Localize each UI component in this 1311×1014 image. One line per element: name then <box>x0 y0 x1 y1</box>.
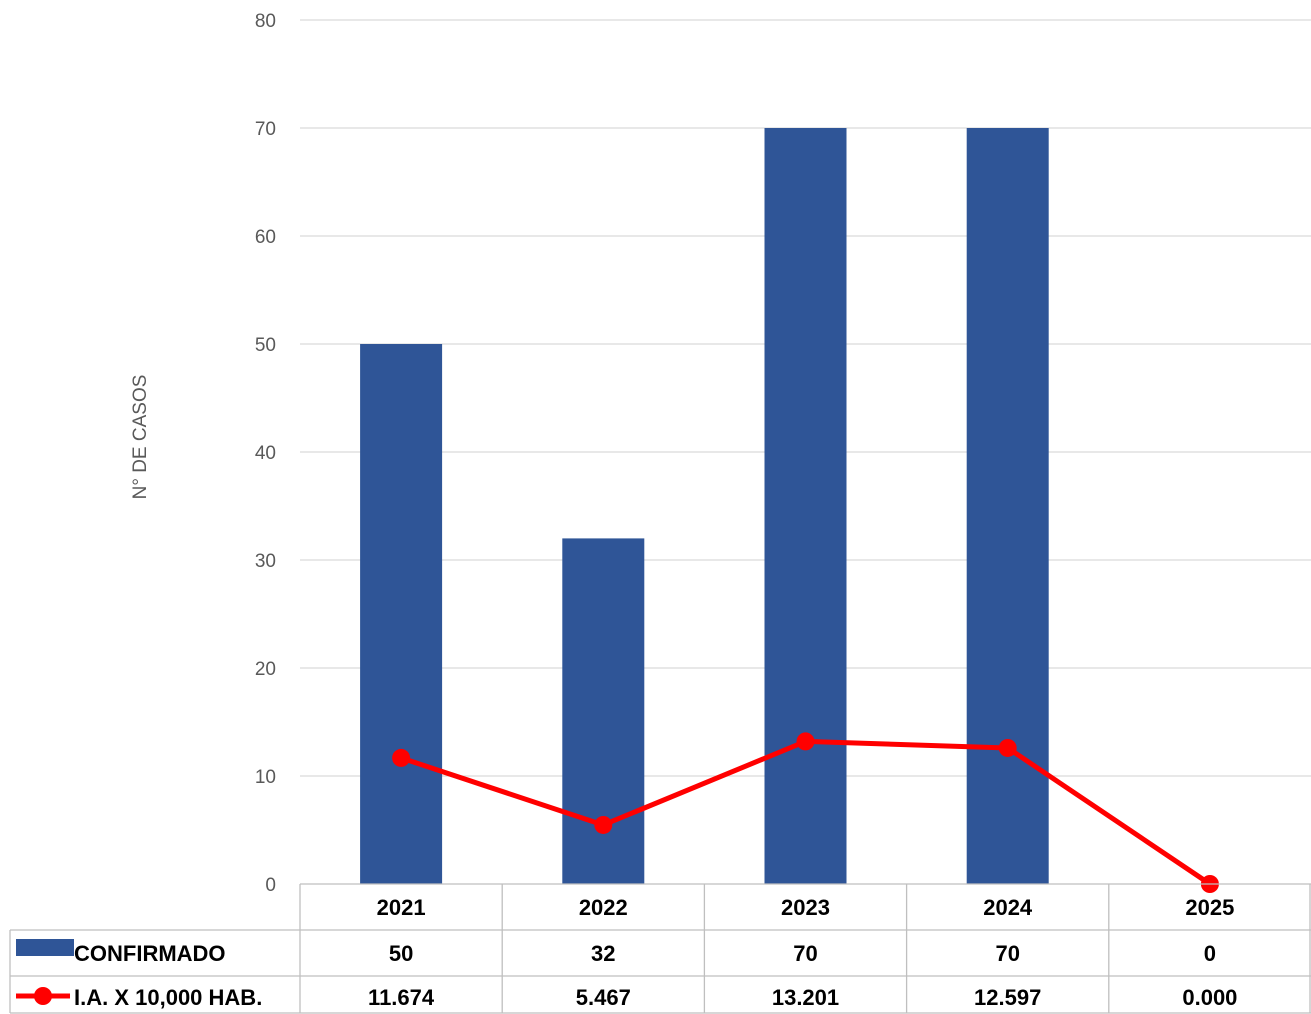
y-tick-label: 10 <box>255 767 276 788</box>
x-category-label: 2023 <box>781 895 830 920</box>
table-cell-confirmado: 70 <box>793 941 817 966</box>
y-axis-label: N° DE CASOS <box>130 375 151 500</box>
y-tick-label: 80 <box>255 11 276 32</box>
y-axis-ticks: 0 10 20 30 40 50 60 70 80 <box>255 11 276 896</box>
x-category-label: 2021 <box>377 895 426 920</box>
bar-series <box>360 128 1049 884</box>
line-point-ia <box>998 738 1017 757</box>
table-cell-ia: 11.674 <box>368 985 435 1010</box>
x-category-label: 2024 <box>983 895 1033 920</box>
legend-label-ia: I.A. X 10,000 HAB. <box>74 985 262 1010</box>
line-point-ia <box>594 815 613 834</box>
y-tick-label: 30 <box>255 551 276 572</box>
y-tick-label: 60 <box>255 227 276 248</box>
line-series <box>392 732 1219 893</box>
table-cell-ia: 5.467 <box>576 985 631 1010</box>
table-cell-ia: 13.201 <box>772 985 839 1010</box>
data-table: 2021 2022 2023 2024 2025 50 32 70 70 0 11.674 5.467… <box>9 883 1311 1014</box>
line-point-ia <box>796 732 815 751</box>
y-tick-label: 0 <box>265 875 276 896</box>
table-cell-confirmado: 32 <box>591 941 615 966</box>
table-cell-ia: 12.597 <box>974 985 1041 1010</box>
y-tick-label: 20 <box>255 659 276 680</box>
table-cell-confirmado: 50 <box>389 941 413 966</box>
table-cell-confirmado: 70 <box>995 941 1019 966</box>
legend-key-ia-marker <box>34 987 52 1005</box>
legend-key-confirmado <box>16 939 74 956</box>
line-point-ia <box>392 748 411 767</box>
table-cell-ia: 0.000 <box>1182 985 1237 1010</box>
legend-label-confirmado: CONFIRMADO <box>74 941 226 966</box>
y-tick-label: 70 <box>255 119 276 140</box>
x-category-label: 2022 <box>579 895 628 920</box>
y-tick-label: 40 <box>255 443 276 464</box>
bar-confirmado <box>966 128 1049 884</box>
bar-confirmado <box>360 344 443 884</box>
y-tick-label: 50 <box>255 335 276 356</box>
table-cell-confirmado: 0 <box>1204 941 1216 966</box>
x-category-label: 2025 <box>1185 895 1234 920</box>
bar-confirmado <box>764 128 847 884</box>
